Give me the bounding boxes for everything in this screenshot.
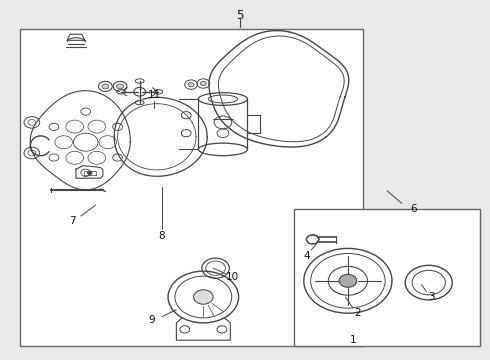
Text: 6: 6	[411, 204, 417, 214]
Circle shape	[117, 84, 123, 89]
Text: 1: 1	[349, 335, 356, 345]
Text: 7: 7	[69, 216, 76, 226]
Bar	[294, 209, 480, 346]
Circle shape	[87, 171, 92, 175]
Circle shape	[188, 82, 194, 87]
Text: 4: 4	[303, 251, 310, 261]
Text: 8: 8	[158, 231, 165, 241]
Circle shape	[102, 84, 109, 89]
Polygon shape	[67, 34, 85, 40]
Text: 10: 10	[226, 272, 239, 282]
Circle shape	[200, 81, 206, 86]
Text: 5: 5	[236, 9, 244, 22]
Circle shape	[339, 274, 357, 287]
Text: 2: 2	[354, 308, 361, 318]
Circle shape	[194, 290, 213, 304]
Bar	[20, 29, 363, 346]
Text: 11: 11	[147, 90, 161, 100]
Text: 9: 9	[148, 315, 155, 325]
Text: 3: 3	[428, 292, 435, 302]
